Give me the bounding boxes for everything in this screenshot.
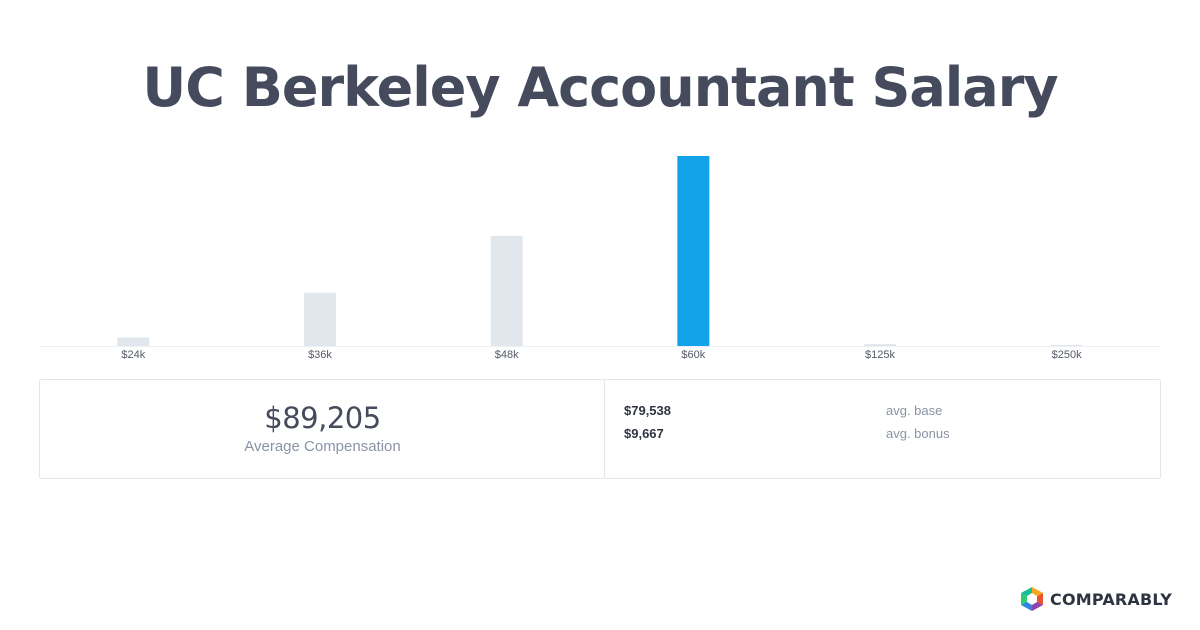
- x-tick-label: $60k: [681, 349, 705, 361]
- comparably-brand[interactable]: COMPARABLY: [1019, 585, 1172, 613]
- average-compensation-label: Average Compensation: [244, 438, 401, 455]
- x-tick-label: $48k: [495, 349, 519, 361]
- salary-histogram: $24k $36k $48k $60k $125k $250k: [40, 140, 1160, 370]
- bonus-amount: $9,667: [624, 426, 664, 441]
- base-row: $79,538 avg. base: [624, 401, 1144, 421]
- bar-125k[interactable]: [864, 344, 896, 346]
- x-tick-label: $125k: [865, 349, 895, 361]
- comparably-logo-icon: [1021, 587, 1043, 611]
- x-tick-label: $24k: [121, 349, 145, 361]
- average-compensation-card: $89,205 Average Compensation: [39, 379, 606, 479]
- bonus-row: $9,667 avg. bonus: [624, 424, 1144, 444]
- x-tick-label: $250k: [1052, 349, 1082, 361]
- x-tick-label: $36k: [308, 349, 332, 361]
- page-title: UC Berkeley Accountant Salary: [142, 56, 1058, 119]
- bar-36k[interactable]: [304, 292, 336, 346]
- bar-24k[interactable]: [117, 337, 150, 346]
- base-amount: $79,538: [624, 403, 671, 418]
- bar-48k[interactable]: [490, 235, 523, 346]
- base-label: avg. base: [886, 403, 943, 418]
- average-compensation-value: $89,205: [264, 401, 381, 435]
- bar-250k[interactable]: [1050, 345, 1083, 346]
- brand-name: COMPARABLY: [1050, 589, 1173, 609]
- compensation-breakdown-card: $79,538 avg. base $9,667 avg. bonus: [604, 379, 1161, 479]
- bonus-label: avg. bonus: [886, 426, 950, 441]
- histogram-svg: $24k $36k $48k $60k $125k $250k: [40, 156, 1160, 361]
- bar-60k[interactable]: [677, 156, 710, 346]
